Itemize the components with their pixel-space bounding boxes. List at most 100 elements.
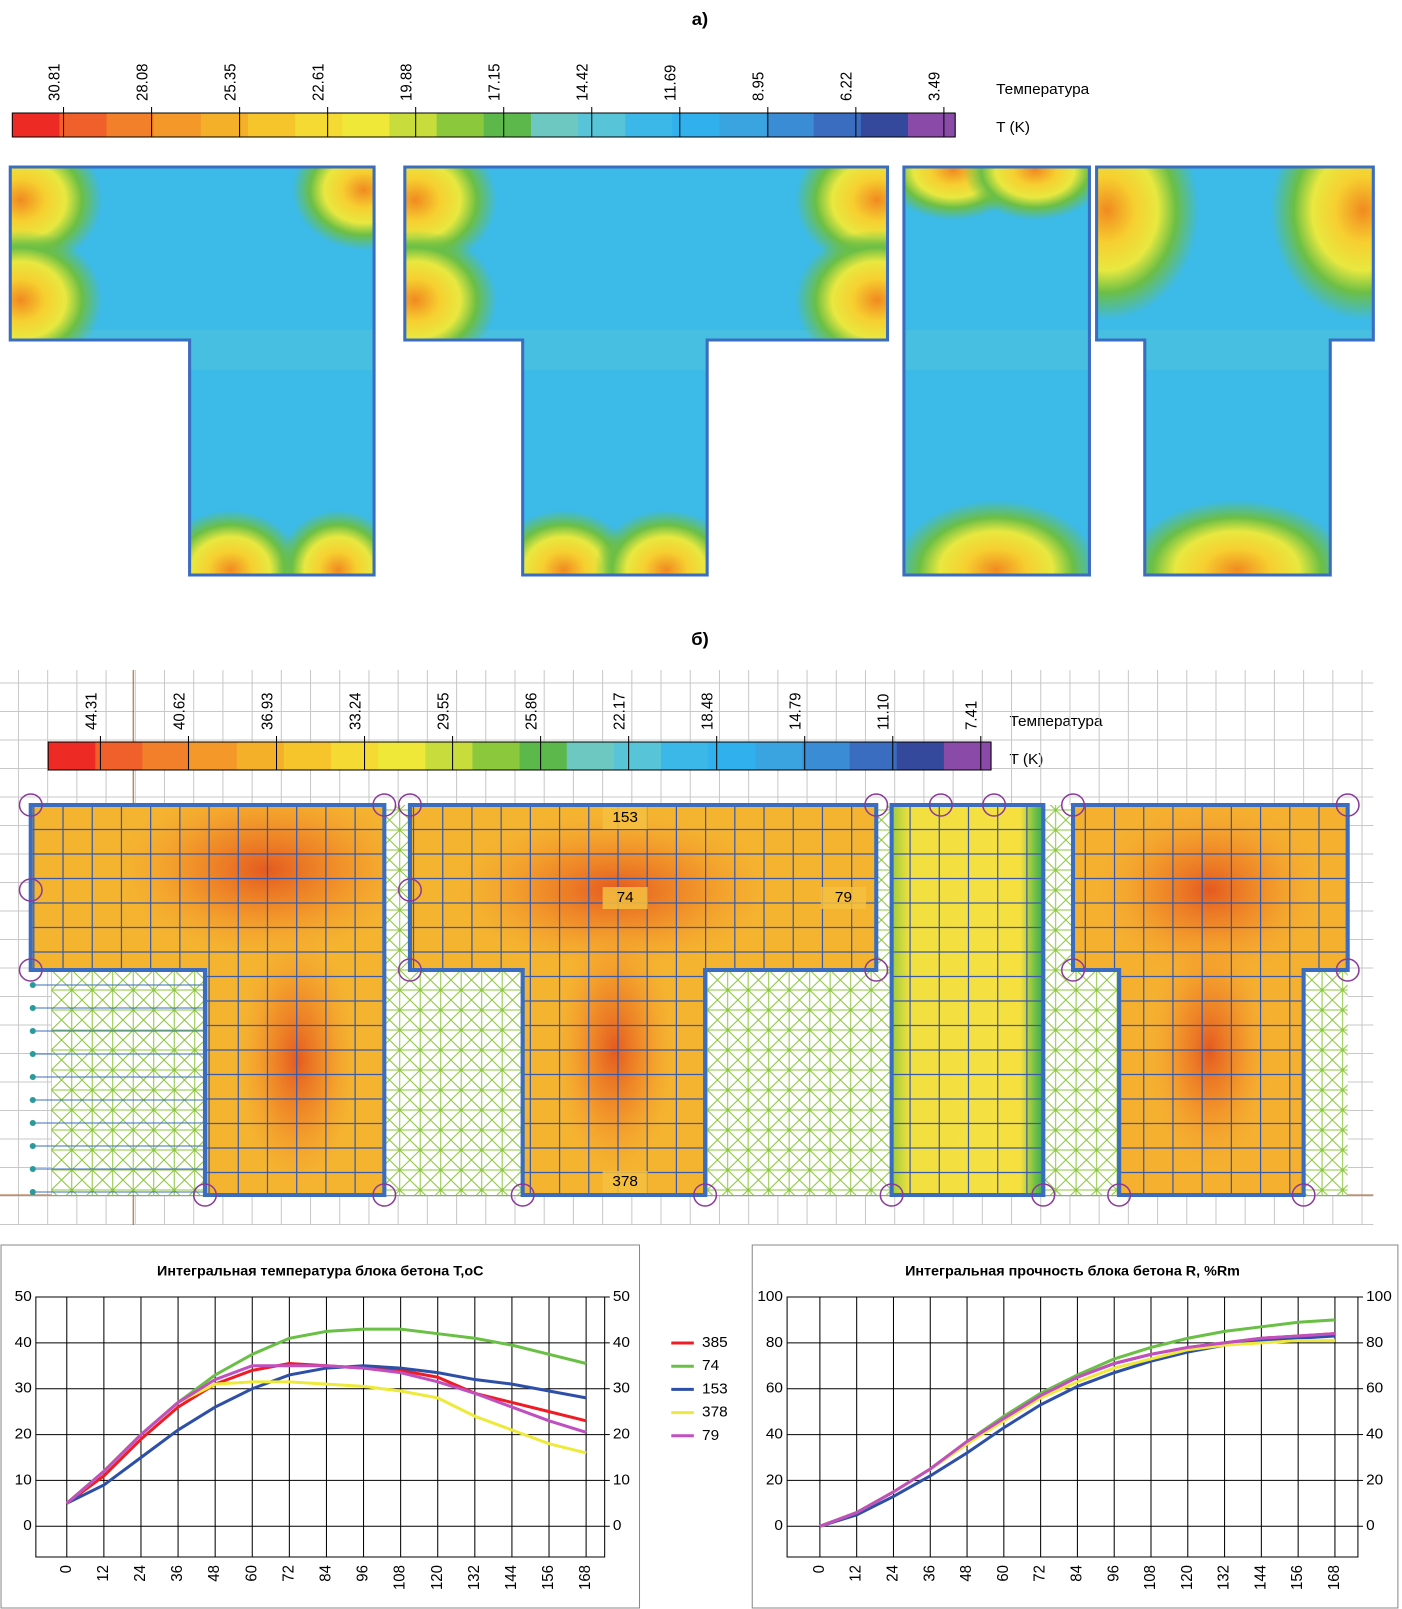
node-marker [510,1183,535,1207]
mesh-area [876,805,892,970]
chart-title: Интегральная температура блока бетона T,… [157,1264,483,1280]
temperature-field [903,167,1090,575]
series-line [819,1332,1336,1528]
colorbar-cell [95,742,143,770]
y-tick-label: 10 [15,1472,32,1489]
x-tick-label: 168 [577,1565,594,1590]
colorbar-label: 29.55 [435,693,452,730]
x-tick-label: 72 [280,1565,297,1582]
legend-label: 378 [702,1404,728,1421]
legend-label: 79 [702,1427,719,1444]
colorbar-label: 25.35 [222,64,239,101]
mesh-area [384,805,410,970]
x-tick-label: 96 [1105,1565,1122,1582]
y-tick-label: 80 [766,1334,783,1351]
colorbar-label: 17.15 [486,64,503,101]
hot-zone [903,500,1090,575]
legend-label: 74 [702,1357,719,1374]
colorbar-cell [708,742,756,770]
colorbar-unit: T (K) [996,119,1030,136]
hot-zone [491,510,636,575]
hot-zone [276,510,375,575]
colorbar-cell [661,742,709,770]
x-tick-label: 48 [206,1565,223,1582]
x-tick-label: 132 [1215,1565,1232,1590]
colorbar-cell [389,113,438,137]
point-label: 79 [835,889,852,906]
field-outline [1070,803,1350,1197]
field-base [891,805,1044,1195]
field-outline [407,803,879,1197]
colorbar-cell [472,742,521,770]
colorbar-cell [12,113,60,137]
colorbar-cell [142,742,191,770]
y-tick-label: 40 [766,1426,783,1443]
node-marker [192,1183,218,1207]
y2-tick-label: 20 [1366,1472,1383,1489]
node-marker [1060,793,1086,817]
hot-zone [292,167,375,250]
field-outline [902,165,1091,577]
node-marker [397,958,422,982]
hot-zone [795,167,888,270]
colorbar-label: 19.88 [398,64,415,101]
y2-tick-label: 40 [1366,1426,1383,1443]
y2-tick-label: 50 [613,1288,630,1305]
y-tick-label: 50 [15,1288,32,1305]
y-tick-label: 40 [15,1334,32,1351]
field-base [404,167,888,575]
node-marker [864,793,889,817]
series-line [66,1364,587,1505]
x-tick-label: 0 [58,1565,75,1573]
colorbar: 44.31 40.62 36.93 33.24 29.55 25.86 22.17 18.48… [47,693,992,771]
node-marker [982,793,1007,817]
hot-zone [963,167,1090,220]
x-tick-label: 168 [1326,1565,1343,1590]
y-tick-label: 0 [774,1517,783,1534]
legend-label: 153 [702,1381,728,1398]
plot-frame [786,1296,1359,1558]
point-label: 153 [612,809,638,826]
colorbar-cell [331,742,379,770]
node-marker [372,1183,397,1207]
colorbar-label: 25.86 [523,693,540,730]
x-tick-label: 72 [1032,1565,1049,1582]
mesh-area [51,970,205,1195]
field-outline [28,803,387,1197]
colorbar-cell [719,113,768,137]
y-tick-label: 0 [23,1517,32,1534]
y2-tick-label: 60 [1366,1380,1383,1397]
node-marker [693,1183,718,1207]
warm-zone [112,805,385,960]
hot-zone [1096,167,1200,320]
colorbar-cell [153,113,202,137]
hot-zone [10,230,103,370]
colorbar-cell [189,742,238,770]
y2-tick-label: 30 [613,1380,630,1397]
colorbar-cell [378,742,426,770]
colorbar-label: 44.31 [83,693,100,730]
chart-frame [751,1244,1399,1609]
colorbar-cell [860,113,909,137]
node-marker [397,793,422,817]
mesh-area [1043,970,1120,1195]
colorbar-cell [908,113,956,137]
colorbar-cell [849,742,898,770]
y2-tick-label: 40 [613,1334,630,1351]
colorbar-cell [896,742,945,770]
hot-zone [594,510,738,575]
series-line [819,1334,1336,1528]
field-band [903,330,1090,370]
y-tick-label: 20 [15,1426,32,1443]
node [29,1005,36,1011]
mesh-area [1303,970,1348,1195]
series-line [65,1364,587,1505]
temperature-field [1073,805,1348,1195]
x-tick-label: 96 [354,1565,371,1582]
colorbar-cell [519,742,568,770]
panel-label: б) [691,629,709,649]
colorbar-cell [236,742,285,770]
x-tick-label: 84 [317,1565,334,1582]
hot-zone [404,230,498,370]
x-tick-label: 108 [1142,1565,1159,1590]
